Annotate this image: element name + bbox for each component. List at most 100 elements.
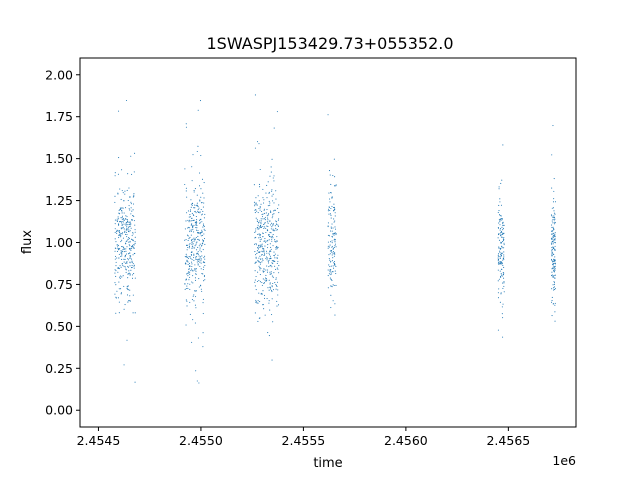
data-point <box>132 231 134 234</box>
data-point <box>329 265 331 268</box>
data-point <box>270 257 272 260</box>
data-point <box>201 290 203 292</box>
data-point <box>327 269 329 271</box>
data-point <box>273 260 275 262</box>
y-axis: 0.00 0.25 0.50 0.75 1.00 1.25 1.50 1.75 2.00 <box>45 67 80 418</box>
data-point <box>127 259 129 261</box>
data-point <box>198 255 200 257</box>
data-point <box>552 243 554 245</box>
data-point <box>131 246 133 248</box>
x-axis-offset-label: 1e6 <box>552 453 576 468</box>
data-point <box>262 218 264 220</box>
data-point <box>267 222 269 224</box>
data-point <box>551 300 553 302</box>
data-point <box>201 178 204 180</box>
data-point <box>553 276 555 278</box>
data-point <box>114 255 117 257</box>
data-point <box>194 296 197 298</box>
data-point <box>271 238 273 240</box>
data-point <box>131 219 133 222</box>
data-point <box>191 166 193 168</box>
data-point <box>328 206 330 208</box>
data-point <box>189 236 191 238</box>
data-point <box>273 213 275 215</box>
data-point <box>272 177 274 179</box>
data-point <box>125 99 128 102</box>
data-point <box>267 287 269 289</box>
data-point <box>268 239 270 241</box>
data-point <box>550 242 553 244</box>
data-point <box>275 223 277 225</box>
data-point <box>134 224 136 226</box>
data-point <box>276 248 278 250</box>
data-point <box>121 276 123 278</box>
y-tick-label: 0.25 <box>45 361 73 376</box>
data-point <box>122 275 124 277</box>
data-point <box>273 251 275 253</box>
data-point <box>276 240 278 242</box>
data-point <box>267 239 269 242</box>
data-point <box>259 255 261 257</box>
data-point <box>266 247 269 249</box>
data-point <box>271 235 274 237</box>
data-point <box>194 277 196 279</box>
data-point <box>497 329 499 331</box>
data-point <box>185 299 187 301</box>
data-point <box>256 141 259 143</box>
data-point <box>554 245 556 247</box>
data-point <box>188 268 190 270</box>
data-point <box>502 259 504 261</box>
data-point <box>193 237 195 239</box>
data-point <box>264 222 266 224</box>
data-point <box>552 240 554 242</box>
data-point <box>188 245 191 247</box>
data-point <box>268 289 270 291</box>
data-point <box>267 181 269 183</box>
data-point <box>185 187 187 189</box>
data-point <box>128 273 130 275</box>
data-point <box>266 257 268 259</box>
data-point <box>502 282 504 284</box>
data-point <box>551 230 553 232</box>
y-tick-label: 1.75 <box>45 109 73 124</box>
data-point <box>189 256 191 258</box>
data-point <box>334 270 336 272</box>
data-point <box>330 192 332 194</box>
data-point <box>121 246 123 248</box>
data-point <box>266 271 269 273</box>
data-point <box>119 188 121 190</box>
data-point <box>187 246 189 249</box>
data-point <box>116 250 118 253</box>
data-point <box>189 214 191 216</box>
data-point <box>130 227 132 229</box>
data-point <box>270 171 272 173</box>
data-point <box>499 250 501 252</box>
data-point <box>195 270 197 272</box>
data-point <box>193 224 195 226</box>
data-point <box>116 244 118 246</box>
data-point <box>254 251 256 253</box>
data-point <box>554 232 556 234</box>
data-point <box>196 204 198 206</box>
data-point <box>196 231 199 233</box>
data-point <box>129 196 131 198</box>
data-point <box>328 254 330 256</box>
data-point <box>186 305 188 307</box>
data-point <box>126 240 128 242</box>
data-point <box>330 265 332 267</box>
data-point <box>269 202 271 204</box>
data-point <box>199 219 201 221</box>
data-point <box>335 185 337 187</box>
data-point <box>186 255 188 257</box>
data-point <box>259 240 261 243</box>
data-point <box>263 252 266 254</box>
data-point <box>260 224 262 226</box>
data-point <box>203 202 205 204</box>
data-point <box>503 291 505 293</box>
data-point <box>554 288 557 290</box>
data-point <box>200 262 202 264</box>
data-point <box>121 239 123 241</box>
data-point <box>551 220 553 222</box>
data-point <box>186 285 188 287</box>
data-point <box>255 256 257 258</box>
